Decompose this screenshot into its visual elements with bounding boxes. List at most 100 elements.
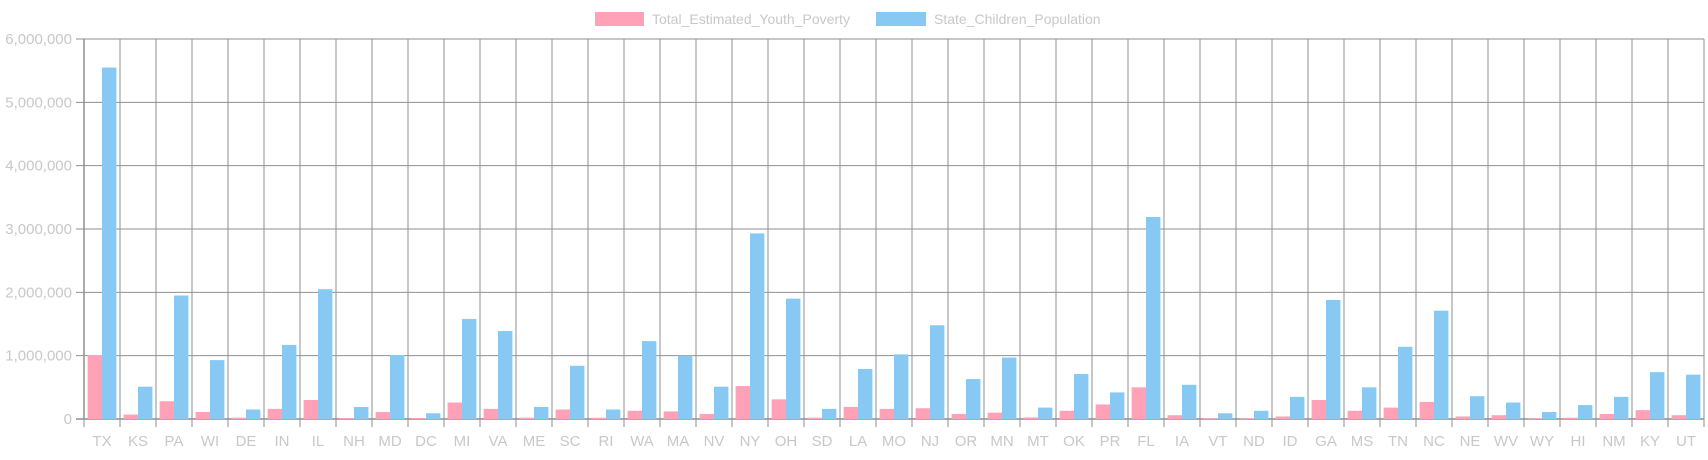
bars bbox=[87, 67, 1701, 419]
x-tick-label: DE bbox=[236, 433, 257, 450]
x-tick-label: ID bbox=[1283, 433, 1298, 450]
bar-youth-poverty bbox=[1095, 404, 1110, 419]
bar-children-population bbox=[1542, 412, 1557, 419]
bar-children-population bbox=[714, 386, 729, 419]
bar-children-population bbox=[282, 344, 297, 419]
bar-children-population bbox=[174, 295, 189, 419]
y-tick-label: 1,000,000 bbox=[5, 348, 72, 365]
bar-children-population bbox=[570, 365, 585, 419]
x-tick-label: MI bbox=[454, 433, 471, 450]
bar-youth-poverty bbox=[375, 412, 390, 419]
y-tick-label: 3,000,000 bbox=[5, 221, 72, 238]
x-tick-label: VA bbox=[489, 433, 508, 450]
x-tick-label: TX bbox=[92, 433, 111, 450]
bar-youth-poverty bbox=[807, 417, 822, 419]
bar-youth-poverty bbox=[1239, 418, 1254, 419]
legend-label: State_Children_Population bbox=[934, 11, 1101, 27]
bar-children-population bbox=[462, 318, 477, 419]
x-tick-label: HI bbox=[1571, 433, 1586, 450]
bar-children-population bbox=[1506, 402, 1521, 419]
bar-children-population bbox=[894, 354, 909, 419]
x-tick-label: OH bbox=[775, 433, 798, 450]
x-tick-label: SD bbox=[812, 433, 833, 450]
bar-youth-poverty bbox=[1131, 387, 1146, 419]
x-tick-label: DC bbox=[415, 433, 437, 450]
bar-youth-poverty bbox=[1527, 418, 1542, 419]
bar-youth-poverty bbox=[1491, 415, 1506, 419]
bar-youth-poverty bbox=[1599, 413, 1614, 419]
bar-youth-poverty bbox=[1383, 407, 1398, 419]
bar-children-population bbox=[858, 368, 873, 419]
x-tick-label: NE bbox=[1460, 433, 1481, 450]
bar-children-population bbox=[966, 379, 981, 419]
x-tick-label: ME bbox=[523, 433, 546, 450]
bar-children-population bbox=[1002, 357, 1017, 419]
x-tick-label: NH bbox=[343, 433, 365, 450]
bar-children-population bbox=[1182, 384, 1197, 419]
legend-label: Total_Estimated_Youth_Poverty bbox=[652, 11, 850, 27]
x-tick-label: TN bbox=[1388, 433, 1408, 450]
bar-youth-poverty bbox=[987, 412, 1002, 419]
bar-children-population bbox=[1578, 405, 1593, 419]
bar-youth-poverty bbox=[627, 410, 642, 419]
y-tick-label: 5,000,000 bbox=[5, 94, 72, 111]
bar-children-population bbox=[138, 386, 153, 419]
bar-children-population bbox=[1614, 396, 1629, 419]
y-axis: 0 1,000,000 2,000,000 3,000,000 4,000,000 5,0… bbox=[5, 31, 72, 428]
bar-children-population bbox=[1470, 396, 1485, 419]
bar-youth-poverty bbox=[339, 418, 354, 419]
x-tick-label: IL bbox=[312, 433, 325, 450]
bar-children-population bbox=[606, 409, 621, 419]
bar-youth-poverty bbox=[1671, 415, 1686, 419]
y-tick-label: 6,000,000 bbox=[5, 31, 72, 48]
bar-children-population bbox=[642, 341, 657, 419]
bar-children-population bbox=[390, 355, 405, 419]
bar-youth-poverty bbox=[159, 401, 174, 419]
bar-youth-poverty bbox=[231, 417, 246, 419]
x-tick-label: NC bbox=[1423, 433, 1445, 450]
x-tick-label: MO bbox=[882, 433, 906, 450]
bar-youth-poverty bbox=[555, 409, 570, 419]
bar-children-population bbox=[930, 325, 945, 419]
bar-children-population bbox=[1254, 410, 1269, 419]
x-tick-label: WV bbox=[1494, 433, 1518, 450]
bar-children-population bbox=[102, 67, 117, 419]
legend: Total_Estimated_Youth_Poverty State_Child… bbox=[595, 11, 1101, 27]
bar-youth-poverty bbox=[1563, 417, 1578, 419]
bar-children-population bbox=[1398, 346, 1413, 419]
bar-youth-poverty bbox=[879, 408, 894, 419]
bar-youth-poverty bbox=[447, 402, 462, 419]
x-tick-label: NV bbox=[704, 433, 725, 450]
x-tick-label: NM bbox=[1602, 433, 1625, 450]
x-tick-label: MS bbox=[1351, 433, 1374, 450]
bar-children-population bbox=[678, 355, 693, 419]
x-tick-label: MT bbox=[1027, 433, 1049, 450]
bar-youth-poverty bbox=[87, 355, 102, 419]
bar-youth-poverty bbox=[1311, 400, 1326, 419]
x-tick-label: MN bbox=[990, 433, 1013, 450]
bar-youth-poverty bbox=[1635, 410, 1650, 419]
bar-youth-poverty bbox=[1275, 416, 1290, 419]
x-axis: TX KS PA WI DE IN IL NH MD DC MI VA ME SC RI WA MA NV NY OH… bbox=[92, 433, 1696, 450]
bar-youth-poverty bbox=[195, 412, 210, 419]
bar-children-population bbox=[1038, 407, 1053, 419]
bar-children-population bbox=[1218, 413, 1233, 419]
bar-children-population bbox=[1326, 299, 1341, 419]
x-tick-label: NJ bbox=[921, 433, 939, 450]
bar-children-population bbox=[786, 298, 801, 419]
bar-youth-poverty bbox=[591, 417, 606, 419]
x-tick-label: ND bbox=[1243, 433, 1265, 450]
x-tick-label: KS bbox=[128, 433, 148, 450]
x-tick-label: KY bbox=[1640, 433, 1660, 450]
legend-swatch bbox=[876, 12, 926, 26]
legend-swatch bbox=[595, 12, 644, 26]
bar-children-population bbox=[1146, 216, 1161, 419]
bar-youth-poverty bbox=[735, 386, 750, 419]
x-tick-label: RI bbox=[599, 433, 614, 450]
x-tick-label: WY bbox=[1530, 433, 1554, 450]
bar-youth-poverty bbox=[1167, 415, 1182, 419]
bar-youth-poverty bbox=[951, 413, 966, 419]
bar-youth-poverty bbox=[267, 408, 282, 419]
bar-youth-poverty bbox=[1059, 410, 1074, 419]
